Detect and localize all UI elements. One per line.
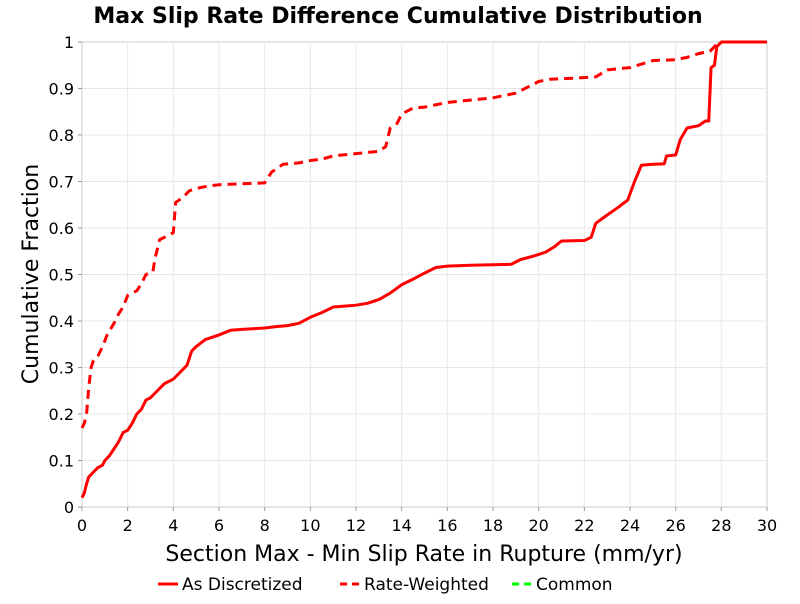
legend-label: Common xyxy=(536,575,613,595)
x-tick-label: 20 xyxy=(528,516,548,535)
chart-title: Max Slip Rate Difference Cumulative Dist… xyxy=(93,4,702,29)
x-tick-label: 22 xyxy=(574,516,594,535)
y-tick-label: 0.8 xyxy=(49,126,74,145)
y-tick-label: 0.2 xyxy=(49,405,74,424)
x-tick-label: 10 xyxy=(300,516,320,535)
y-tick-label: 1 xyxy=(64,33,74,52)
series-line-rate-weighted xyxy=(80,40,767,429)
x-tick-label: 12 xyxy=(346,516,366,535)
x-tick-label: 8 xyxy=(260,516,270,535)
x-tick-label: 4 xyxy=(168,516,178,535)
x-tick-label: 14 xyxy=(391,516,411,535)
series-layer xyxy=(80,40,767,499)
tick-labels: 0 2 4 6 8 10 12 14 16 18 20 22 24 26 28 3000.10.20.30.4… xyxy=(49,33,778,535)
y-tick-label: 0.5 xyxy=(49,266,74,285)
y-tick-label: 0.9 xyxy=(49,80,74,99)
x-tick-label: 28 xyxy=(711,516,731,535)
x-tick-label: 16 xyxy=(437,516,457,535)
x-tick-label: 6 xyxy=(214,516,224,535)
y-axis-label: Cumulative Fraction xyxy=(19,164,44,384)
x-tick-label: 26 xyxy=(665,516,685,535)
x-axis-label: Section Max - Min Slip Rate in Rupture (… xyxy=(165,542,682,567)
y-tick-label: 0.7 xyxy=(49,173,74,192)
y-tick-label: 0.1 xyxy=(49,452,74,471)
y-tick-label: 0.4 xyxy=(49,312,74,331)
x-tick-label: 30 xyxy=(757,516,777,535)
y-tick-label: 0.3 xyxy=(49,359,74,378)
legend-label: Rate-Weighted xyxy=(364,575,489,595)
x-tick-label: 0 xyxy=(77,516,87,535)
x-tick-label: 2 xyxy=(123,516,133,535)
x-tick-label: 24 xyxy=(620,516,640,535)
legend-label: As Discretized xyxy=(182,575,303,595)
x-tick-label: 18 xyxy=(483,516,503,535)
y-tick-label: 0 xyxy=(64,498,74,517)
y-tick-label: 0.6 xyxy=(49,219,74,238)
series-line-as-discretized xyxy=(80,40,767,499)
legend: As Discretized Rate-Weighted Common xyxy=(158,575,613,595)
